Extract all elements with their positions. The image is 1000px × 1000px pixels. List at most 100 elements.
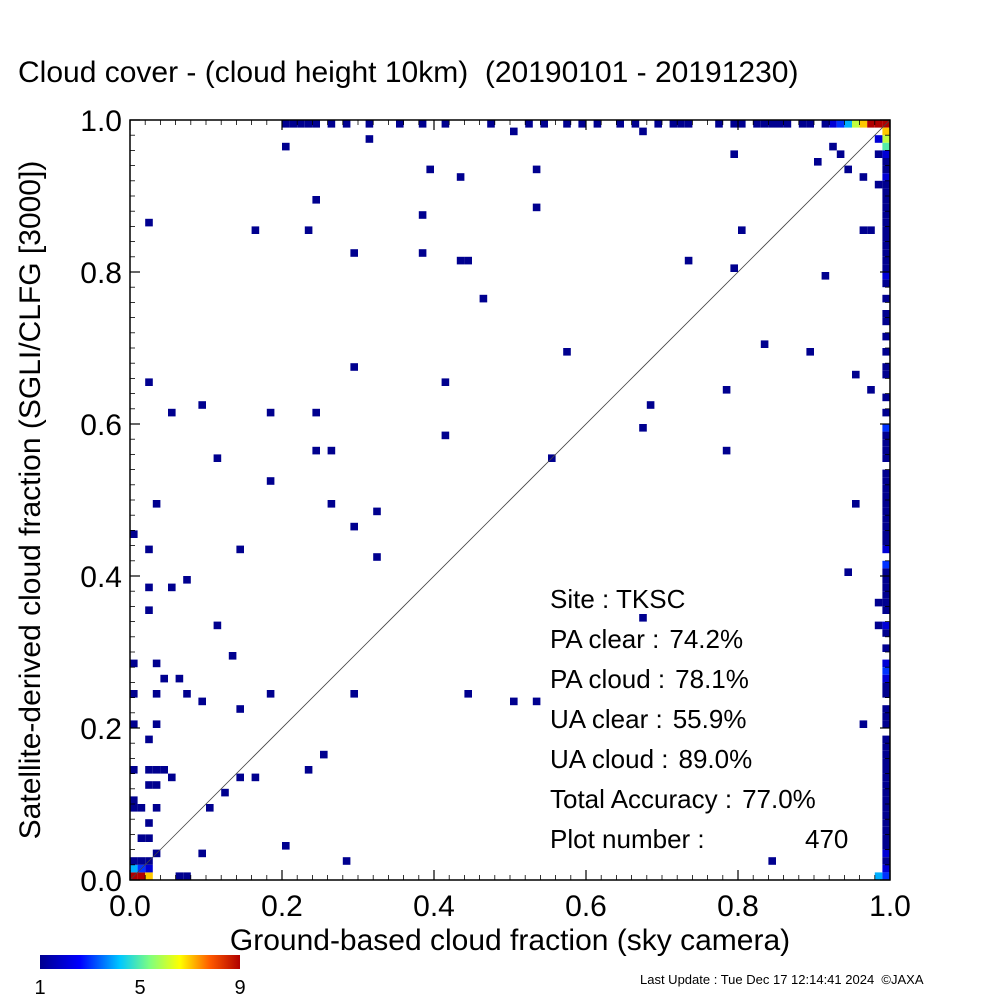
heatmap-cell: [312, 120, 320, 128]
heatmap-cell: [297, 120, 305, 128]
stat-label: Site : TKSC: [550, 584, 685, 614]
heatmap-cell: [304, 226, 313, 234]
heatmap-cell: [722, 446, 731, 455]
heatmap-cell: [137, 857, 146, 865]
x-tick-label: 0.8: [717, 890, 759, 923]
y-tick-label: 0.0: [80, 865, 122, 898]
heatmap-cell: [738, 226, 746, 234]
heatmap-cell: [152, 500, 161, 508]
heatmap-cell: [844, 120, 852, 128]
heatmap-cell: [836, 120, 845, 128]
heatmap-cell: [852, 120, 860, 128]
heatmap-cell: [859, 720, 868, 728]
heatmap-cell: [251, 773, 260, 782]
heatmap-cell: [578, 120, 586, 128]
x-tick-labels: 0.0 0.2 0.4 0.6 0.8 1.0: [109, 890, 911, 923]
heatmap-cell: [882, 712, 890, 721]
heatmap-cell: [882, 758, 890, 766]
heatmap-cell: [160, 766, 168, 774]
heatmap-cell: [882, 735, 890, 744]
heatmap-cell: [821, 272, 830, 280]
heatmap-cell: [882, 583, 890, 592]
heatmap-cell: [145, 834, 153, 842]
stat-line: PA clear : 74.2%: [550, 624, 743, 654]
heatmap-cell: [198, 849, 206, 858]
one-to-one-line: [129, 119, 891, 881]
heatmap-cell: [882, 272, 890, 280]
heatmap-cell: [882, 477, 890, 485]
heatmap-cell: [882, 766, 890, 774]
heatmap-cell: [882, 317, 890, 326]
heatmap-cell: [882, 424, 890, 432]
heatmap-cell: [882, 864, 890, 873]
heatmap-cell: [882, 234, 890, 242]
heatmap-cell: [206, 804, 214, 812]
x-tick-label: 0.2: [261, 890, 303, 923]
heatmap-cell: [882, 165, 890, 174]
heatmap-cell: [882, 431, 890, 440]
heatmap-cell: [882, 560, 890, 569]
y-tick-label: 0.4: [80, 561, 122, 594]
heatmap-cell: [130, 857, 138, 865]
heatmap-cell: [365, 135, 374, 143]
heatmap-cell: [829, 120, 837, 128]
heatmap-cell: [152, 720, 161, 728]
heatmap-cell: [768, 120, 776, 128]
heatmap-cell: [350, 363, 358, 371]
heatmap-cell: [639, 424, 647, 432]
heatmap-cell: [882, 804, 890, 812]
heatmap-cell: [715, 120, 723, 128]
heatmap-cell: [882, 348, 890, 356]
heatmap-cell: [282, 120, 290, 128]
heatmap-cell: [342, 120, 351, 128]
heatmap-cell: [137, 834, 146, 842]
heatmap-cell: [882, 781, 890, 789]
stat-line: Site : TKSC: [550, 584, 685, 614]
x-tick-label: 0.4: [413, 890, 455, 923]
stat-line: Plot number : 470: [550, 824, 848, 854]
heatmap-cell: [639, 614, 647, 622]
heatmap-cell: [882, 644, 890, 652]
heatmap-cell: [145, 583, 153, 592]
heatmap-cell: [882, 849, 890, 858]
heatmap-cell: [183, 690, 191, 698]
stat-label: Plot number :: [550, 824, 705, 854]
axis-ticks: [129, 119, 891, 881]
heatmap-cell: [327, 120, 336, 128]
heatmap-cell: [882, 788, 890, 797]
heatmap-cell: [882, 492, 890, 500]
heatmap-cell: [236, 545, 244, 554]
heatmap-cell: [882, 576, 890, 584]
heatmap-cell: [882, 370, 890, 379]
heatmap-cell: [228, 652, 237, 660]
heatmap-cell: [487, 120, 495, 128]
heatmap-cell: [152, 659, 161, 668]
heatmap-cell: [342, 857, 351, 865]
heatmap-cell: [882, 256, 890, 265]
heatmap-cell: [213, 621, 222, 630]
y-axis-label: Satellite-derived cloud fraction (SGLI/C…: [14, 161, 47, 840]
stat-value: 470: [805, 824, 848, 854]
heatmap-cell: [456, 256, 465, 265]
heatmap-cell: [145, 378, 153, 386]
heatmap-cell: [441, 378, 450, 386]
heatmap-cell: [616, 120, 624, 128]
heatmap-cell: [152, 804, 161, 812]
heatmap-cell: [882, 819, 890, 827]
heatmap-cell: [882, 538, 890, 546]
heatmap-cell: [639, 127, 647, 136]
heatmap-cell: [882, 180, 890, 189]
stat-label: Total Accuracy :: [550, 784, 732, 814]
heatmap-cell: [145, 606, 153, 614]
heatmap-cell: [236, 705, 244, 713]
heatmap-cell: [130, 864, 138, 873]
stat-value: 78.1%: [675, 664, 749, 694]
heatmap-cell: [510, 127, 518, 136]
heatmap-cell: [882, 522, 890, 531]
heatmap-cell: [563, 120, 571, 128]
heatmap-cell: [677, 120, 685, 128]
heatmap-cell: [654, 120, 662, 128]
heatmap-cell: [882, 226, 890, 234]
heatmap-cell: [882, 363, 890, 371]
